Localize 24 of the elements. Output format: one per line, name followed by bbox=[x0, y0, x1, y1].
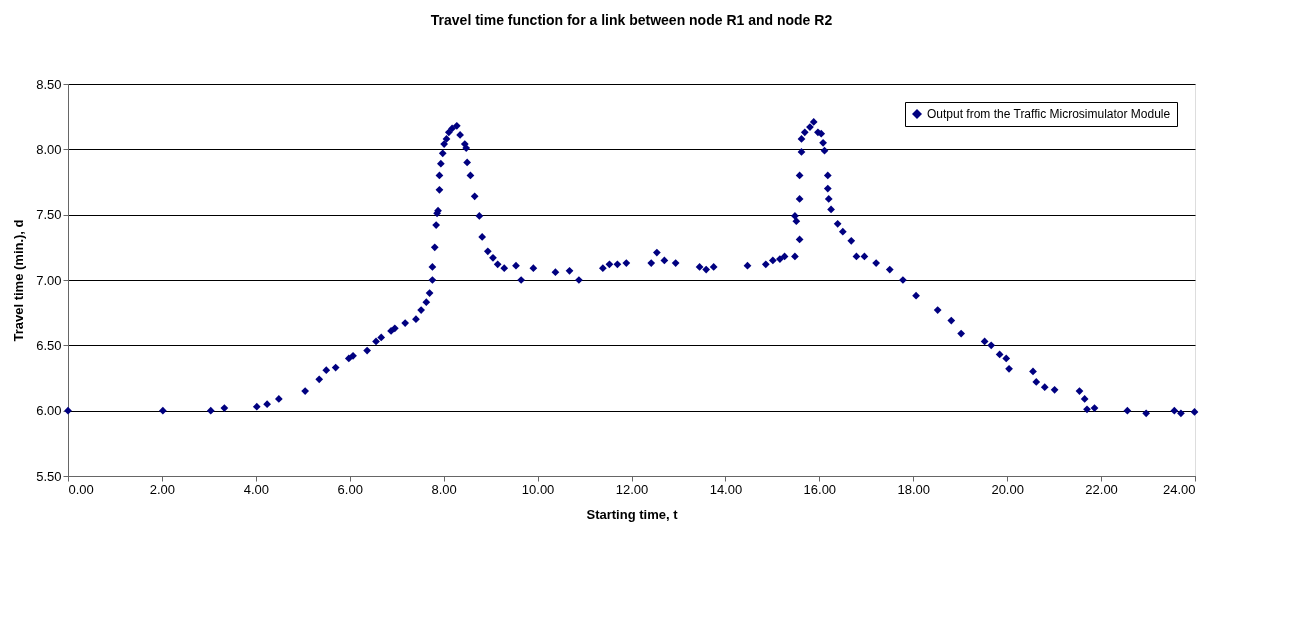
y-tick-label: 8.50 bbox=[36, 76, 62, 92]
y-axis-title: Travel time (min.), d bbox=[11, 219, 27, 342]
x-tick-label: 24.00 bbox=[1162, 481, 1196, 497]
x-tick-label: 12.00 bbox=[615, 481, 649, 497]
x-tick-label: 18.00 bbox=[897, 481, 931, 497]
x-tick-label: 6.00 bbox=[337, 481, 363, 497]
x-tick-label: 20.00 bbox=[991, 481, 1024, 497]
x-tick-label: 10.00 bbox=[521, 481, 555, 497]
chart-title: Travel time function for a link between node R1 and node R2 bbox=[430, 12, 833, 28]
x-tick-label: 4.00 bbox=[243, 481, 269, 497]
y-tick-label: 6.50 bbox=[36, 337, 62, 353]
y-tick-label: 7.50 bbox=[36, 207, 62, 223]
y-tick-label: 6.00 bbox=[36, 403, 62, 419]
x-tick-label: 0.00 bbox=[68, 481, 94, 497]
x-tick-label: 2.00 bbox=[149, 481, 176, 497]
x-tick-label: 14.00 bbox=[709, 481, 743, 497]
x-axis-title: Starting time, t bbox=[586, 506, 679, 522]
legend-label: Output from the Traffic Microsimulator Module bbox=[927, 107, 1171, 121]
x-tick-label: 16.00 bbox=[803, 481, 837, 497]
x-tick-label: 8.00 bbox=[431, 481, 457, 497]
y-tick-label: 5.50 bbox=[36, 468, 62, 484]
y-tick-label: 7.00 bbox=[36, 272, 62, 288]
y-tick-label: 8.00 bbox=[36, 141, 62, 157]
x-tick-label: 22.00 bbox=[1085, 481, 1118, 497]
